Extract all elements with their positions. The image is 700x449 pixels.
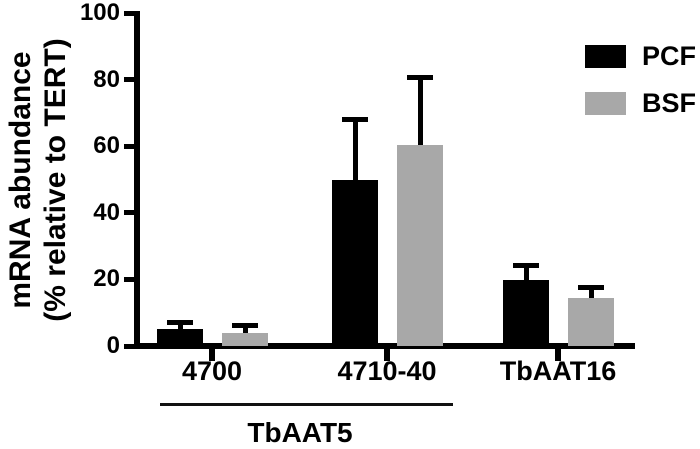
bracket-label: TbAAT5: [247, 417, 353, 448]
error-bar-cap: [232, 323, 258, 329]
error-bar-stem: [417, 76, 423, 155]
y-axis-label: mRNA abundance (% relative to TERT): [3, 5, 73, 355]
error-bar-stem: [352, 119, 358, 191]
y-axis-label-line1: mRNA abundance: [4, 51, 37, 309]
error-bar-cap: [407, 74, 433, 80]
error-bar-stem: [588, 287, 594, 309]
error-bar-cap: [342, 117, 368, 123]
y-tick-label: 100: [79, 0, 120, 26]
x-tick-mark: [555, 349, 561, 361]
x-category-label: TbAAT16: [499, 356, 617, 386]
bar-bsf-TbAAT16: [568, 298, 614, 346]
y-axis-label-line2: (% relative to TERT): [39, 38, 72, 322]
bar-bsf-4710-40: [397, 144, 443, 346]
error-bar-cap: [167, 319, 193, 325]
legend-swatch-pcf: [585, 45, 626, 68]
error-bar-cap: [513, 263, 539, 269]
error-bar-stem: [523, 265, 529, 291]
y-tick-label: 60: [93, 132, 120, 160]
legend-swatch-bsf: [585, 92, 626, 115]
y-tick-label: 80: [93, 65, 120, 93]
bar-pcf-4710-40: [332, 180, 378, 346]
x-category-label: 4710-40: [337, 356, 437, 386]
error-bar-cap: [578, 285, 604, 291]
y-tick-label: 0: [106, 332, 120, 359]
legend-label-pcf: PCF: [642, 41, 696, 71]
legend-label-bsf: BSF: [642, 88, 696, 118]
x-tick-mark: [384, 349, 390, 361]
y-tick-label: 40: [93, 198, 120, 226]
y-tick-mark: [124, 210, 135, 216]
y-tick-label: 20: [93, 265, 120, 293]
y-tick-mark: [124, 10, 135, 16]
x-axis-line: [134, 343, 635, 349]
x-category-label: 4700: [181, 356, 243, 386]
bar-pcf-4700: [157, 328, 203, 346]
x-tick-mark: [209, 349, 215, 361]
y-tick-mark: [124, 143, 135, 149]
y-tick-mark: [124, 276, 135, 282]
bar-bsf-4700: [222, 333, 268, 346]
y-tick-mark: [124, 343, 135, 349]
y-axis-line: [134, 11, 140, 349]
bar-pcf-TbAAT16: [503, 280, 549, 346]
bracket-line: [160, 403, 453, 406]
y-tick-mark: [124, 77, 135, 83]
